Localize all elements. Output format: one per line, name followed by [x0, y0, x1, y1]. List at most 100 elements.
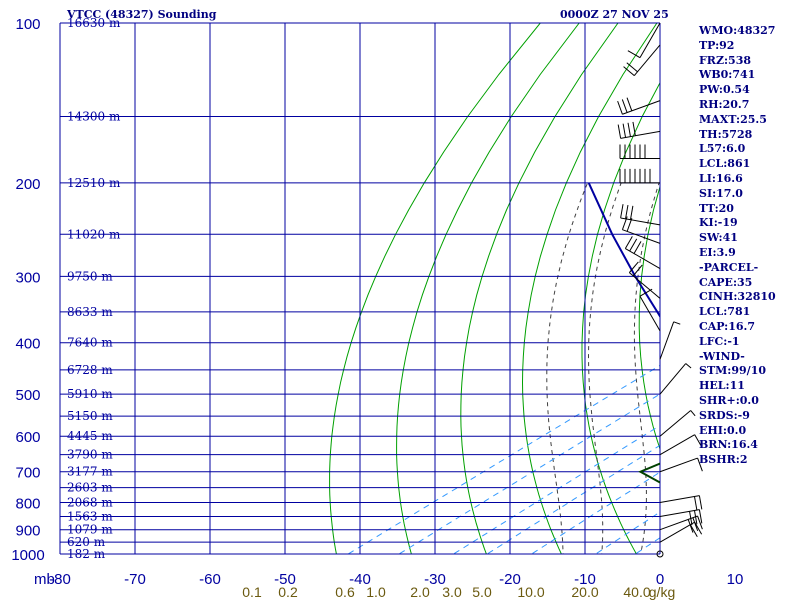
wind-barb-shaft — [639, 22, 661, 58]
height-level-label: 3177 m — [67, 465, 113, 479]
height-level-label: 2603 m — [67, 481, 113, 495]
wind-barb — [659, 457, 703, 473]
parcel-line — [587, 182, 660, 319]
index-item: EI:3.9 — [699, 245, 736, 259]
pressure-tick-label: 1000 — [11, 547, 44, 564]
wind-barb-flag — [694, 434, 703, 448]
wind-barb-shaft — [629, 272, 661, 299]
pressure-tick-label: 900 — [15, 523, 40, 540]
index-item: LFC:-1 — [699, 334, 740, 348]
pressure-tick-label: 600 — [15, 429, 40, 446]
x-unit-label: mb — [34, 571, 55, 588]
temperature-tick-label: -10 — [574, 571, 596, 588]
wind-barb — [621, 216, 661, 244]
pressure-tick-label: 800 — [15, 496, 40, 513]
wind-barb — [659, 410, 696, 437]
wind-barb-shaft — [622, 100, 661, 115]
dry-adiabat — [460, 23, 619, 554]
wind-barb-shaft — [659, 515, 698, 531]
wind-barb-shaft — [659, 363, 687, 395]
wind-barb-flag — [617, 100, 623, 115]
index-item: TH:5728 — [699, 127, 753, 141]
index-item: CINH:32810 — [699, 290, 776, 304]
wind-barb — [619, 168, 660, 184]
index-item: SHR+:0.0 — [699, 393, 759, 407]
wind-barb-shaft — [659, 509, 700, 518]
pressure-tick-label: 200 — [15, 176, 40, 193]
temperature-tick-label: -20 — [499, 571, 521, 588]
wind-barb-flag — [698, 509, 703, 524]
dry-adiabat — [521, 23, 658, 554]
index-item: LCL:861 — [699, 157, 751, 171]
temperature-tick-label: -80 — [49, 571, 71, 588]
wind-barb — [620, 204, 661, 226]
dry-adiabat — [581, 81, 660, 554]
index-item: LCL:781 — [699, 305, 751, 319]
wind-barb — [659, 434, 703, 456]
wind-barb-shaft — [625, 248, 661, 269]
index-item: MAXT:25.5 — [699, 112, 767, 126]
mixing-ratio-label: 2.0 — [410, 584, 430, 600]
height-level-label: 6728 m — [67, 363, 113, 377]
height-level-label: 5910 m — [67, 387, 113, 401]
wind-barb-flag — [621, 99, 628, 113]
index-item: TT:20 — [699, 201, 734, 215]
height-level-label: 16630 m — [67, 16, 121, 30]
height-level-label: 2068 m — [67, 496, 113, 510]
index-item: WB0:741 — [699, 68, 756, 82]
moist-adiabat — [788, 183, 800, 566]
wind-barb-shaft — [659, 521, 695, 543]
index-item: -PARCEL- — [699, 260, 759, 274]
wind-barb-flag — [626, 97, 633, 112]
wind-barb-shaft — [659, 321, 675, 360]
wind-barb-flag — [625, 204, 629, 219]
temperature-tick-label: -60 — [199, 571, 221, 588]
chart-title: VTCC (48327) Sounding — [67, 8, 217, 21]
wind-barb-shaft — [620, 130, 661, 139]
wind-barb-calm — [656, 550, 664, 558]
pressure-tick-label: 100 — [15, 16, 40, 33]
index-item: -WIND- — [699, 349, 745, 363]
wind-barb-half-flag — [690, 410, 696, 417]
height-level-label: 3790 m — [67, 448, 113, 462]
moist-adiabat — [546, 182, 589, 554]
mixing-ratio-line — [347, 364, 660, 554]
height-level-label: 5150 m — [67, 409, 113, 423]
dry-adiabat — [396, 23, 580, 554]
wind-barb-flag — [626, 218, 633, 232]
temperature-tick-label: -40 — [349, 571, 371, 588]
wind-barb-flag — [632, 264, 643, 277]
index-item: SW:41 — [699, 231, 738, 245]
mixing-ratio-label: 0.1 — [242, 584, 262, 600]
wind-barb-flag — [617, 124, 622, 139]
wind-barb-shaft — [639, 295, 661, 332]
moist-adiabat — [633, 182, 660, 554]
index-item: BSHR:2 — [699, 453, 748, 467]
wind-barb — [623, 44, 661, 77]
wind-barb — [628, 261, 661, 299]
wind-barb-shaft — [659, 495, 700, 504]
index-item: SI:17.0 — [699, 186, 743, 200]
temperature-tick-label: -30 — [424, 571, 446, 588]
temperature-tick-label: -70 — [124, 571, 146, 588]
wind-barb-flag — [632, 121, 636, 136]
wind-barb-shaft — [659, 410, 691, 437]
pressure-tick-label: 700 — [15, 465, 40, 482]
index-item: SRDS:-9 — [699, 408, 750, 422]
wind-barb — [659, 363, 692, 395]
mixing-ratio-label: 0.6 — [335, 584, 355, 600]
index-item: CAP:16.7 — [699, 319, 756, 333]
wind-barb — [659, 495, 703, 511]
wind-barb-flag — [697, 457, 703, 472]
index-item: BRN:16.4 — [699, 438, 758, 452]
index-item: EHI:0.0 — [699, 423, 747, 437]
wind-barb — [659, 321, 681, 360]
height-level-label: 8633 m — [67, 305, 113, 319]
wind-barb-flag — [629, 238, 638, 252]
index-item: FRZ:538 — [699, 53, 752, 67]
pressure-tick-label: 500 — [15, 387, 40, 404]
wind-barb — [617, 121, 661, 139]
index-item: KI:-19 — [699, 216, 738, 230]
height-level-label: 14300 m — [67, 110, 121, 124]
